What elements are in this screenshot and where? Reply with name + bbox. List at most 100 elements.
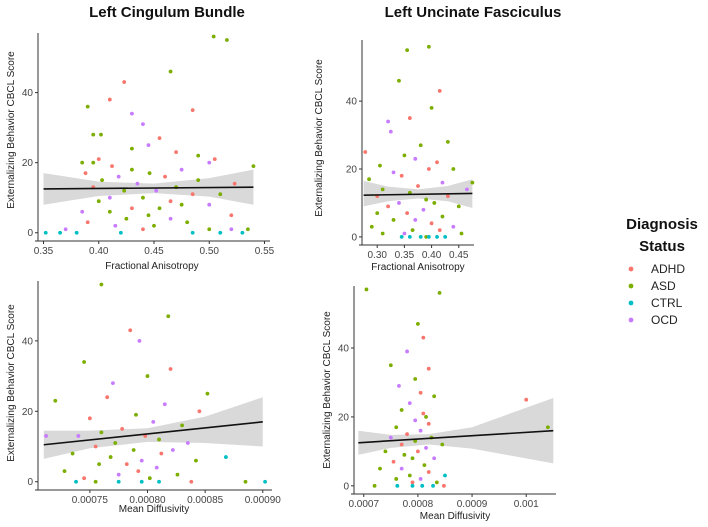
data-point-asd [418, 143, 423, 148]
ylabel-top-right: Externalizing Behavior CBCL Score [314, 59, 325, 217]
x-tick-label: 0.00075 [72, 495, 109, 506]
data-point-adhd [426, 366, 431, 371]
data-point-ctrl [240, 230, 245, 235]
data-point-asd [440, 442, 445, 447]
x-tick-label: 0.45 [449, 250, 469, 261]
data-point-adhd [93, 444, 98, 449]
data-point-adhd [399, 173, 404, 178]
data-point-asd [394, 425, 399, 430]
data-point-asd [122, 188, 127, 193]
x-tick-label: 0.35 [395, 250, 415, 261]
data-point-adhd [87, 416, 92, 421]
data-point-adhd [386, 204, 390, 209]
data-point-asd [166, 314, 171, 319]
data-point-ocd [63, 227, 68, 232]
data-point-adhd [405, 211, 410, 216]
panel-cingulum-md: 0 20 40 0.00075 0.00080 0.00085 0.00090 [22, 281, 281, 506]
data-point-asd [80, 160, 85, 165]
data-point-adhd [190, 108, 195, 112]
legend-swatch-ctrl [628, 300, 634, 306]
panel-title-cingulum: Left Cingulum Bundle [89, 4, 245, 21]
y-tick-label: 20 [22, 158, 34, 169]
panel-cingulum-fa: 0 20 40 0.35 0.40 0.45 0.50 0.55 [22, 33, 275, 257]
data-point-asd [97, 462, 101, 467]
data-point-adhd [229, 213, 234, 218]
data-point-adhd [421, 335, 426, 340]
data-point-adhd [418, 390, 423, 395]
data-point-ocd [107, 195, 112, 200]
data-point-adhd [124, 462, 129, 467]
confidence-band [43, 169, 254, 205]
y-tick-label: 20 [338, 412, 350, 423]
data-point-asd [108, 455, 113, 459]
data-point-asd [99, 282, 104, 287]
data-point-asd [391, 218, 396, 222]
y-tick-label: 0 [343, 481, 349, 492]
data-point-ocd [399, 466, 404, 471]
x-tick-label: 0.001 [514, 499, 539, 510]
data-point-asd [185, 220, 190, 225]
data-point-asd [99, 430, 104, 435]
data-point-asd [402, 153, 407, 158]
data-point-asd [113, 441, 118, 445]
data-point-ctrl [118, 230, 123, 235]
data-point-asd [451, 167, 456, 171]
data-point-asd [211, 34, 216, 39]
data-point-ocd [421, 207, 426, 212]
legend: Diagnosis Status ADHD ASD CTRL OCD [626, 216, 698, 327]
data-point-asd [124, 216, 129, 221]
data-point-adhd [96, 157, 101, 162]
data-point-ocd [111, 381, 115, 386]
data-point-asd [107, 209, 112, 214]
data-point-adhd [435, 160, 439, 165]
data-point-asd [399, 408, 404, 412]
data-point-asd [378, 163, 382, 168]
data-point-adhd [122, 80, 127, 84]
data-point-asd [70, 451, 75, 456]
x-tick-label: 0.0008 [403, 499, 434, 510]
data-point-ctrl [420, 483, 425, 488]
data-point-adhd [82, 476, 87, 481]
data-point-ocd [154, 465, 159, 470]
data-point-adhd [136, 469, 141, 474]
x-tick-label: 0.00090 [245, 495, 282, 506]
data-point-ocd [113, 223, 118, 228]
legend-item-ocd: OCD [628, 313, 678, 327]
data-point-ocd [418, 477, 423, 481]
data-point-asd [218, 192, 223, 197]
ylabel-bottom-left: Externalizing Behavior CBCL Score [6, 304, 17, 462]
data-point-asd [426, 44, 431, 49]
data-point-ctrl [399, 235, 404, 239]
data-point-ocd [432, 456, 437, 461]
data-point-adhd [426, 421, 431, 426]
xlabel-bottom-right: Mean Diffusivity [420, 511, 490, 522]
y-tick-label: 40 [338, 344, 350, 355]
data-point-asd [380, 187, 385, 192]
data-point-asd [196, 153, 201, 158]
data-point-ocd [391, 170, 396, 175]
y-tick-label: 0 [351, 232, 357, 243]
data-point-ocd [185, 441, 190, 445]
data-point-ocd [141, 122, 145, 127]
data-point-ctrl [43, 230, 48, 235]
data-point-ocd [76, 434, 81, 438]
data-point-asd [146, 213, 151, 218]
data-point-asd [388, 363, 393, 368]
xlabel-top-left: Fractional Anisotropy [105, 261, 198, 272]
data-point-asd [62, 469, 67, 474]
confidence-band [358, 397, 554, 464]
data-point-ctrl [407, 235, 412, 239]
data-point-ocd [407, 401, 412, 406]
data-point-asd [99, 132, 103, 137]
data-point-ctrl [190, 230, 195, 235]
data-point-adhd [105, 395, 110, 400]
data-point-asd [251, 164, 256, 169]
data-point-asd [207, 227, 212, 232]
data-point-asd [434, 480, 439, 485]
data-point-adhd [524, 397, 529, 402]
data-point-adhd [232, 181, 237, 186]
data-point-adhd [168, 367, 173, 371]
data-point-asd [397, 78, 401, 83]
data-point-adhd [391, 459, 396, 464]
data-point-adhd [110, 164, 114, 169]
